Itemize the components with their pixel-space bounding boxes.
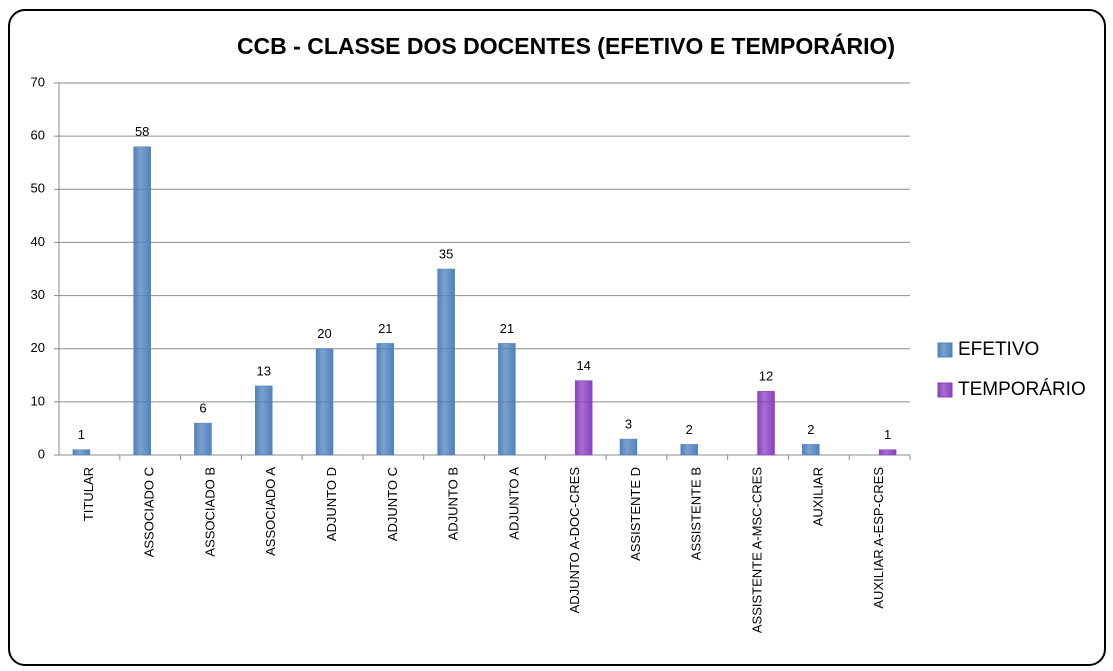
legend-label: EFETIVO [958,339,1039,360]
x-tick-label: ADJUNTO D [324,467,339,541]
bar [574,380,593,456]
y-tick-label: 50 [31,181,45,196]
legend-label: TEMPORÁRIO [958,379,1086,400]
data-label: 58 [135,124,149,139]
bar [255,385,273,456]
x-tick-label: ASSOCIADO A [263,467,278,556]
data-label: 2 [686,422,693,437]
bar [802,444,820,456]
data-label: 21 [500,321,514,336]
bar [878,449,897,456]
data-label: 2 [807,422,814,437]
y-tick-label: 70 [31,74,45,89]
data-label: 12 [759,369,773,384]
chart-frame [8,9,1106,666]
data-label: 1 [884,427,891,442]
x-tick-label: ASSOCIADO C [142,467,157,557]
bar [757,390,775,456]
y-tick-label: 10 [31,393,45,408]
bar [680,444,698,456]
data-label: 20 [317,326,331,341]
data-label: 14 [576,358,590,373]
x-tick-label: ADJUNTO B [446,467,461,540]
bar [315,348,334,456]
y-tick-label: 20 [31,340,45,355]
x-tick-label: ADJUNTO C [385,467,400,541]
x-tick-label: ASSISTENTE A-MSC-CRES [749,467,764,633]
x-tick-label: ASSISTENTE D [628,467,643,561]
x-tick-label: ADJUNTO A-DOC-CRES [567,467,582,614]
data-label: 35 [439,246,453,261]
y-tick-label: 40 [31,234,45,249]
x-tick-label: AUXILIAR A-ESP-CRES [871,467,886,609]
data-label: 6 [199,401,206,416]
x-tick-label: ASSISTENTE B [689,467,704,560]
bar [133,146,151,456]
bar [437,268,455,456]
y-tick-label: 30 [31,287,45,302]
bar [376,343,395,456]
legend-swatch [937,382,953,398]
y-tick-label: 60 [31,128,45,143]
data-label: 3 [625,416,632,431]
x-tick-label: AUXILIAR [810,467,825,526]
data-label: 13 [257,363,271,378]
data-label: 1 [78,427,85,442]
chart-title: CCB - CLASSE DOS DOCENTES (EFETIVO E TEM… [237,32,895,59]
legend-swatch [937,342,953,358]
data-label: 21 [378,321,392,336]
bar [498,343,516,456]
bar [72,449,91,456]
x-tick-label: ADJUNTO A [506,467,521,540]
y-tick-label: 0 [38,446,45,461]
bar [619,438,638,456]
bar [194,422,212,456]
x-tick-label: ASSOCIADO B [202,467,217,557]
x-tick-label: TITULAR [81,467,96,521]
